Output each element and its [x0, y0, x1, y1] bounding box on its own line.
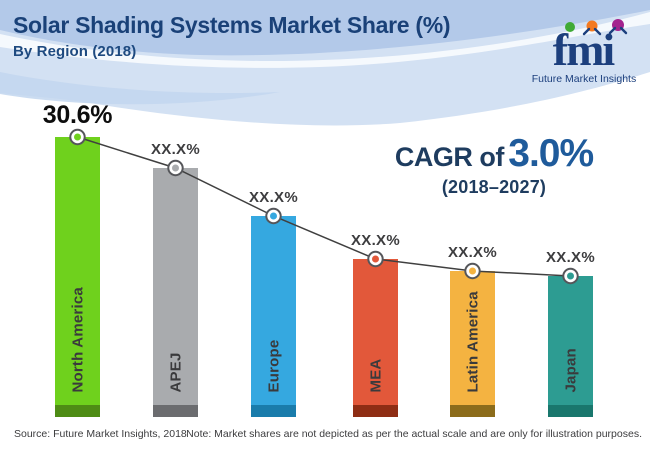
bar-region-label: Europe	[265, 339, 282, 393]
cagr-prefix: CAGR of	[394, 142, 504, 172]
logo-tagline: Future Market Insights	[532, 73, 636, 85]
cagr-annotation: CAGR of 3.0% (2018–2027)	[370, 132, 618, 198]
bar-apej: APEJ	[153, 168, 198, 417]
bar-region-label: MEA	[367, 358, 384, 393]
fmi-logo: fmi Future Market Insights	[532, 19, 636, 85]
bar-japan: Japan	[548, 276, 593, 417]
bar-region-label: Japan	[562, 348, 579, 393]
bar-north-america: North America	[55, 137, 100, 417]
value-label-north-america: 30.6%	[42, 101, 113, 129]
title-block: Solar Shading Systems Market Share (%) B…	[13, 12, 451, 61]
logo-wordmark: fmi	[553, 24, 616, 75]
note-text: Note: Market shares are not depicted as …	[186, 428, 642, 440]
bar-mea: MEA	[353, 259, 398, 417]
value-label-apej: XX.X%	[150, 141, 201, 158]
value-label-japan: XX.X%	[545, 249, 596, 266]
bar-latin-america: Latin America	[450, 271, 495, 417]
bar-region-label: APEJ	[167, 352, 184, 393]
page-subtitle: By Region (2018)	[13, 43, 137, 61]
source-text: Source: Future Market Insights, 2018	[14, 428, 187, 440]
bar-base-segment	[548, 405, 593, 417]
value-label-europe: XX.X%	[248, 189, 299, 206]
bar-base-segment	[55, 405, 100, 417]
header-wave-background	[0, 0, 650, 126]
page-title: Solar Shading Systems Market Share (%)	[13, 12, 451, 38]
bar-region-label: North America	[69, 287, 86, 393]
cagr-period: (2018–2027)	[441, 177, 547, 197]
bar-base-segment	[251, 405, 296, 417]
bar-base-segment	[353, 405, 398, 417]
cagr-value: 3.0%	[508, 132, 594, 175]
logo-dot-green-icon	[565, 22, 575, 32]
bar-region-label: Latin America	[464, 291, 481, 393]
value-label-mea: XX.X%	[350, 232, 401, 249]
bar-europe: Europe	[251, 216, 296, 417]
logo-figure-arms-icon	[582, 26, 628, 36]
bar-base-segment	[153, 405, 198, 417]
value-label-latin-america: XX.X%	[447, 244, 498, 261]
bar-base-segment	[450, 405, 495, 417]
